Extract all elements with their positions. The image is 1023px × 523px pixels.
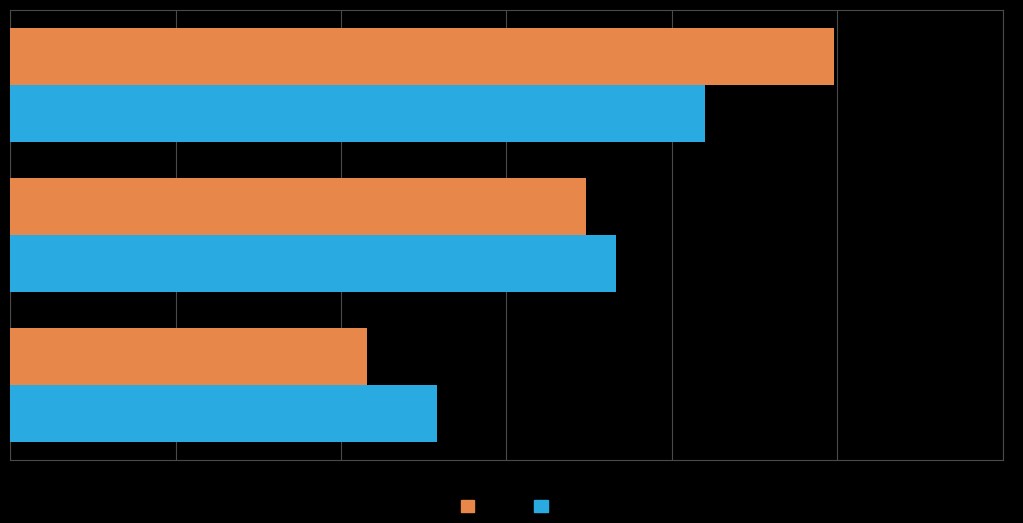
Legend: , : , [455, 494, 558, 519]
Bar [10, 178, 586, 235]
Bar [10, 235, 616, 292]
Bar [10, 385, 437, 442]
Bar [10, 328, 367, 385]
Bar [10, 85, 705, 142]
Bar [10, 28, 834, 85]
